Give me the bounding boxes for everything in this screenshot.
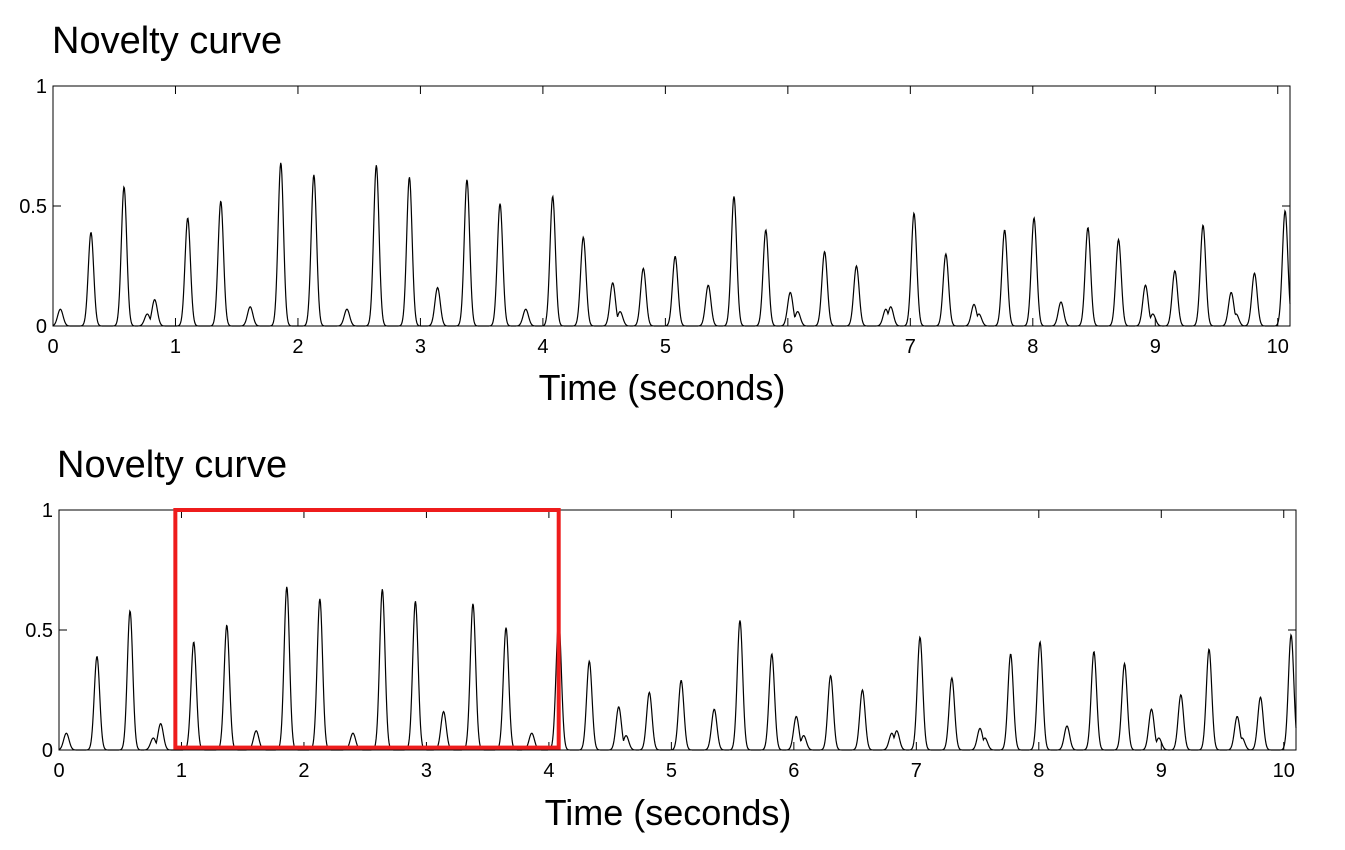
chart-title: Novelty curve <box>57 444 287 486</box>
y-tick-label: 0.5 <box>19 196 47 218</box>
x-tick-label: 5 <box>660 336 671 358</box>
x-tick-label: 7 <box>911 760 922 782</box>
highlight-box <box>173 508 561 750</box>
x-axis-label: Time (seconds) <box>539 367 786 408</box>
x-tick-label: 0 <box>47 336 58 358</box>
x-tick-label: 2 <box>298 760 309 782</box>
x-tick-label: 9 <box>1156 760 1167 782</box>
novelty-curve-line <box>52 162 1291 327</box>
y-tick-label: 0 <box>42 740 53 762</box>
x-tick-label: 1 <box>170 336 181 358</box>
x-tick-label: 6 <box>782 336 793 358</box>
x-tick-label: 8 <box>1033 760 1044 782</box>
x-tick-label: 5 <box>666 760 677 782</box>
x-tick-label: 6 <box>788 760 799 782</box>
y-tick-label: 0 <box>36 316 47 338</box>
axis-ticks: 0 1 2 3 4 5 6 7 8 9 10 0 0.5 1 <box>19 76 1290 358</box>
novelty-chart-bottom: Novelty curve Time (seconds) 0 1 2 3 4 5 6 7 8 9 1… <box>25 444 1297 833</box>
y-tick-label: 1 <box>36 76 47 98</box>
x-tick-label: 7 <box>905 336 916 358</box>
x-tick-label: 10 <box>1267 336 1289 358</box>
x-tick-label: 0 <box>53 760 64 782</box>
y-tick-label: 1 <box>42 500 53 522</box>
x-tick-label: 2 <box>292 336 303 358</box>
novelty-chart-top: Novelty curve Time (seconds) 0 1 2 3 4 5 6 7 8 9 1… <box>19 20 1291 408</box>
x-tick-label: 4 <box>537 336 548 358</box>
axis-ticks: 0 1 2 3 4 5 6 7 8 9 10 0 0.5 1 <box>25 500 1296 782</box>
x-tick-label: 1 <box>176 760 187 782</box>
chart-title: Novelty curve <box>52 20 282 62</box>
x-tick-label: 3 <box>415 336 426 358</box>
novelty-curve-line <box>58 586 1297 751</box>
x-tick-label: 8 <box>1027 336 1038 358</box>
x-tick-label: 9 <box>1150 336 1161 358</box>
x-axis-label: Time (seconds) <box>545 792 792 833</box>
x-tick-label: 4 <box>543 760 554 782</box>
x-tick-label: 10 <box>1273 760 1295 782</box>
y-tick-label: 0.5 <box>25 620 53 642</box>
x-tick-label: 3 <box>421 760 432 782</box>
